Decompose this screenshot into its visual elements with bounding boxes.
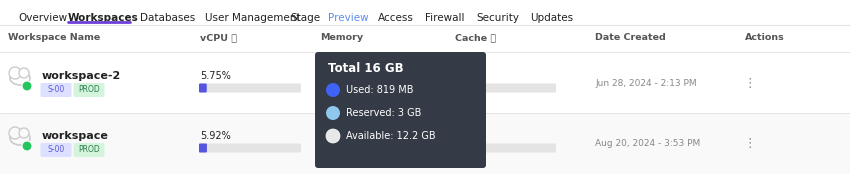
Text: Overview: Overview [18,13,67,23]
Text: Reserved: 3 GB: Reserved: 3 GB [346,108,422,118]
Bar [0,25,850,88]
Circle shape [9,67,21,79]
Text: 24.01%: 24.01% [320,131,357,141]
FancyBboxPatch shape [454,144,458,152]
Text: Total 16 GB: Total 16 GB [328,62,404,76]
Text: Jun 28, 2024 - 2:13 PM: Jun 28, 2024 - 2:13 PM [595,78,697,88]
FancyBboxPatch shape [319,84,345,93]
Text: PROD: PROD [78,85,99,94]
Text: vCPU ⓘ: vCPU ⓘ [200,34,237,42]
Text: Memory: Memory [320,34,363,42]
Circle shape [326,106,340,120]
Text: workspace: workspace [42,131,109,141]
FancyBboxPatch shape [199,144,207,152]
Text: ⋮: ⋮ [744,77,756,89]
Text: Cache ⓘ: Cache ⓘ [455,34,496,42]
FancyBboxPatch shape [454,84,460,93]
FancyBboxPatch shape [73,83,105,97]
FancyBboxPatch shape [315,52,486,168]
Text: User Management: User Management [205,13,301,23]
FancyBboxPatch shape [199,144,301,152]
Text: Security: Security [476,13,519,23]
FancyBboxPatch shape [199,84,301,93]
Text: Databases: Databases [140,13,196,23]
Text: S-00: S-00 [48,145,65,155]
Text: Updates: Updates [530,13,573,23]
Text: PROD: PROD [78,145,99,155]
Text: Access: Access [378,13,414,23]
Text: 24.01%: 24.01% [320,71,357,81]
FancyBboxPatch shape [199,84,207,93]
FancyBboxPatch shape [41,143,71,157]
Circle shape [19,68,29,78]
Text: workspace-2: workspace-2 [42,71,122,81]
Circle shape [326,83,340,97]
Text: Preview: Preview [328,13,369,23]
Text: Firewall: Firewall [425,13,464,23]
Bar [0,113,850,174]
Text: Workspaces: Workspaces [68,13,139,23]
FancyBboxPatch shape [319,144,421,152]
Text: 5.92%: 5.92% [200,131,230,141]
FancyBboxPatch shape [319,84,421,93]
Text: ⋮: ⋮ [744,136,756,149]
Circle shape [9,127,21,139]
FancyBboxPatch shape [454,144,556,152]
Text: 5.75%: 5.75% [200,71,231,81]
Text: Available: 12.2 GB: Available: 12.2 GB [346,131,435,141]
Text: S-00: S-00 [48,85,65,94]
Circle shape [326,129,340,143]
Circle shape [19,128,29,138]
Text: Date Created: Date Created [595,34,666,42]
FancyBboxPatch shape [319,144,345,152]
FancyBboxPatch shape [73,143,105,157]
Circle shape [22,141,32,151]
Circle shape [22,81,32,91]
Text: Aug 20, 2024 - 3:53 PM: Aug 20, 2024 - 3:53 PM [595,139,700,148]
FancyBboxPatch shape [41,83,71,97]
Text: Used: 819 MB: Used: 819 MB [346,85,413,95]
Text: Workspace Name: Workspace Name [8,34,100,42]
Text: Actions: Actions [745,34,785,42]
Text: 2.11%: 2.11% [455,131,485,141]
FancyBboxPatch shape [454,84,556,93]
Text: 3.6%: 3.6% [455,71,479,81]
Text: Stage: Stage [290,13,320,23]
